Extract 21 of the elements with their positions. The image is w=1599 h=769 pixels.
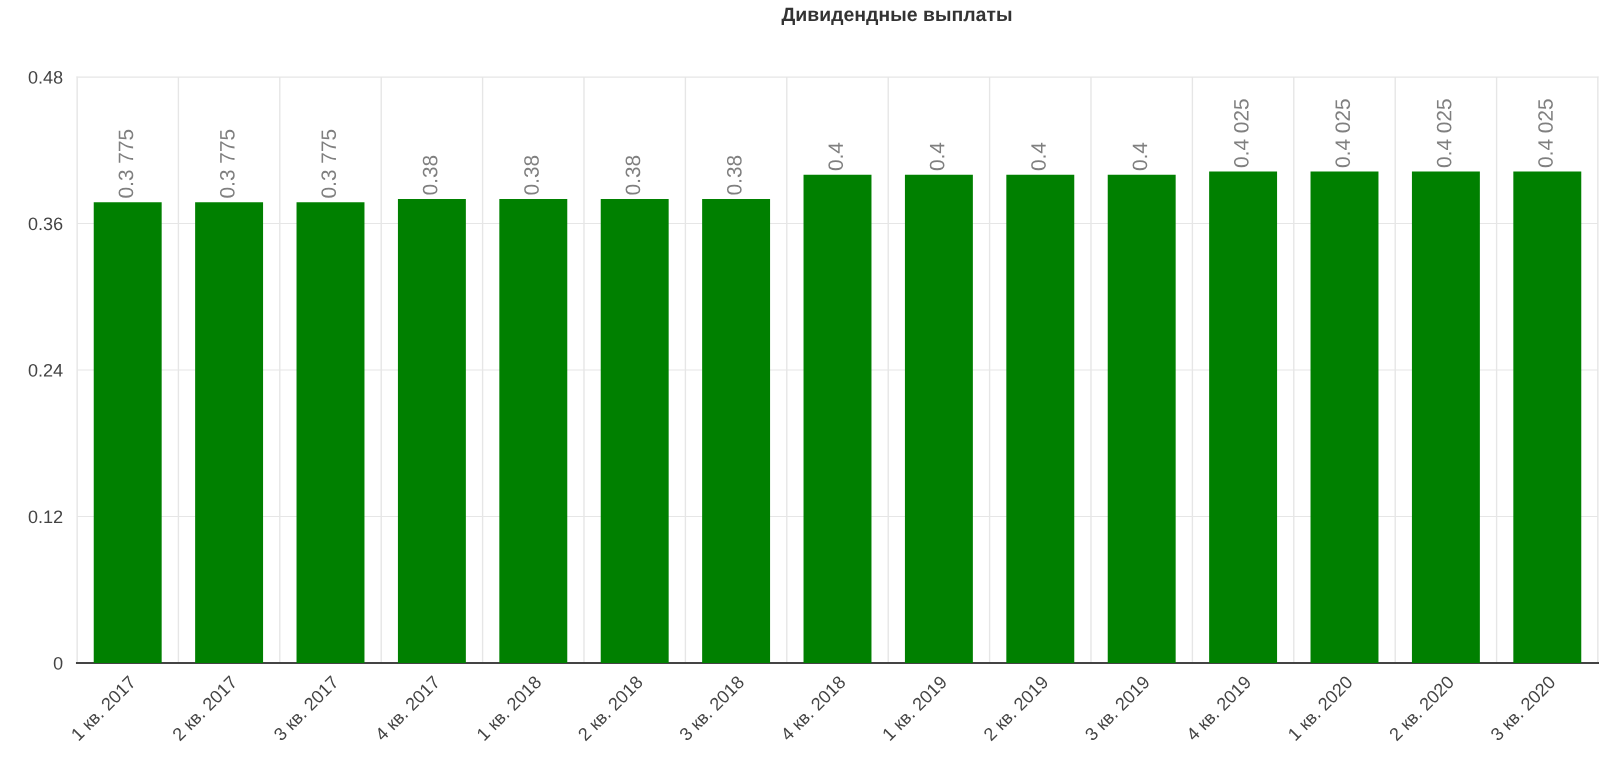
data-label: 0.4 bbox=[1031, 142, 1046, 171]
data-label: 0.4 025 bbox=[1233, 99, 1249, 168]
y-tick-label: 0.48 bbox=[28, 70, 63, 84]
data-label: 0.4 025 bbox=[1335, 99, 1351, 168]
data-label: 0.38 bbox=[726, 155, 742, 195]
data-label: 0.3 775 bbox=[118, 129, 134, 198]
chart-title: Дивидендные выплаты bbox=[781, 7, 1012, 25]
y-tick-label: 0.36 bbox=[28, 217, 63, 231]
y-tick-label: 0.24 bbox=[28, 363, 63, 377]
y-tick-label: 0 bbox=[53, 656, 63, 670]
data-label: 0.4 bbox=[828, 142, 844, 171]
data-label: 0.38 bbox=[422, 155, 438, 195]
data-label: 0.38 bbox=[625, 155, 641, 195]
data-label: 0.4 bbox=[929, 142, 945, 171]
data-label: 0.38 bbox=[524, 155, 539, 195]
data-label: 0.4 bbox=[1132, 142, 1148, 171]
data-label: 0.4 025 bbox=[1436, 99, 1452, 168]
data-label: 0.3 775 bbox=[219, 129, 235, 198]
data-label: 0.4 025 bbox=[1538, 99, 1553, 168]
y-tick-label: 0.12 bbox=[28, 510, 63, 524]
data-label: 0.3 775 bbox=[321, 129, 337, 198]
